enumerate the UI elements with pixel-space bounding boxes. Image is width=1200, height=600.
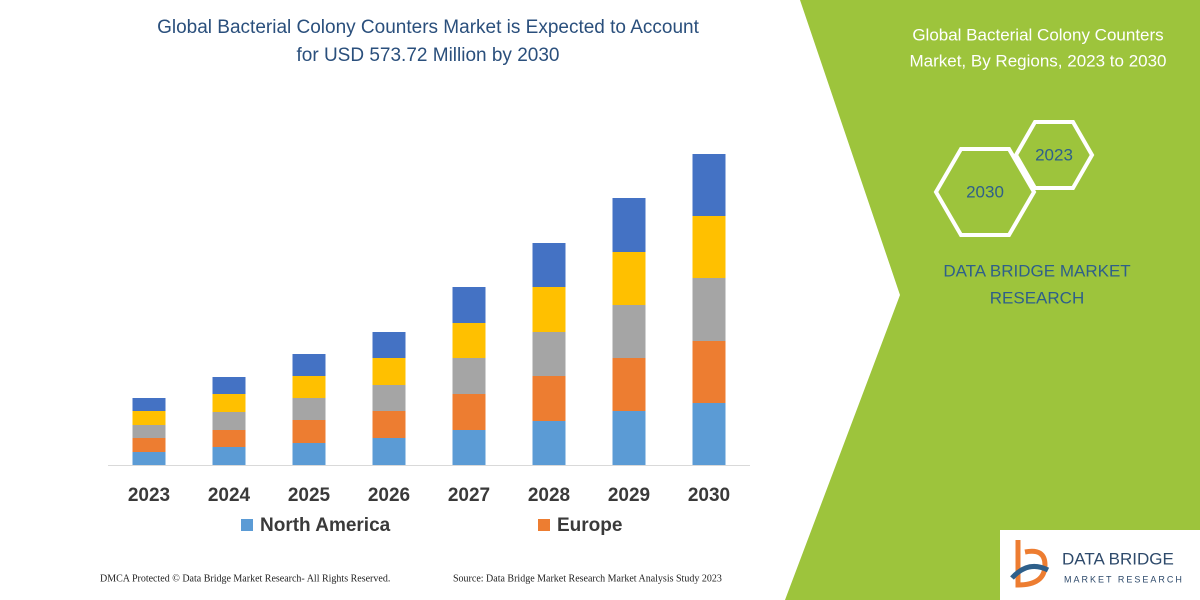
bar-segment xyxy=(372,438,406,465)
bar-segment xyxy=(372,358,406,385)
bar-segment xyxy=(452,358,486,394)
logo-mark xyxy=(1015,540,1048,588)
x-tick-label: 2023 xyxy=(128,485,170,506)
panel-title: Global Bacterial Colony Counters xyxy=(912,25,1163,44)
bar-segment xyxy=(132,452,166,465)
bar-segment xyxy=(452,323,486,358)
panel-title: Market, By Regions, 2023 to 2030 xyxy=(909,51,1166,70)
bar-segment xyxy=(532,243,566,287)
panel-brand: RESEARCH xyxy=(990,288,1084,307)
bar-segment xyxy=(692,403,726,465)
bar-segment xyxy=(692,154,726,216)
bar-segment xyxy=(212,430,246,447)
legend-swatch xyxy=(538,519,550,531)
bar-segment xyxy=(452,287,486,323)
bar-segment xyxy=(452,430,486,465)
hexagon-label: 2030 xyxy=(966,182,1004,201)
bar-segment xyxy=(132,438,166,452)
legend-swatch xyxy=(241,519,253,531)
bar-segment xyxy=(132,411,166,425)
logo-name: DATA BRIDGE xyxy=(1062,549,1174,568)
bar-segment xyxy=(532,287,566,332)
panel-brand: DATA BRIDGE MARKET xyxy=(943,261,1130,280)
hexagon xyxy=(933,147,1037,237)
bar-segment xyxy=(692,216,726,278)
bar-segment xyxy=(612,358,646,411)
x-tick-label: 2026 xyxy=(368,485,410,506)
bar-segment xyxy=(292,376,326,398)
source: Source: Data Bridge Market Research Mark… xyxy=(453,573,722,584)
side-panel xyxy=(785,0,1200,600)
bar-segment xyxy=(212,394,246,412)
x-tick-label: 2029 xyxy=(608,485,650,506)
x-tick-label: 2027 xyxy=(448,485,490,506)
bar-segment xyxy=(292,398,326,420)
bar-segment xyxy=(372,332,406,358)
logo-mark xyxy=(1010,563,1050,580)
bar-segment xyxy=(292,420,326,443)
hexagon xyxy=(1013,120,1095,190)
bar-segment xyxy=(212,412,246,430)
legend-label: North America xyxy=(260,515,391,536)
bar-segment xyxy=(532,332,566,376)
bar-segment xyxy=(212,447,246,465)
bar-segment xyxy=(452,394,486,430)
bar-segment xyxy=(612,305,646,358)
bar-segment xyxy=(372,385,406,411)
bar-segment xyxy=(612,252,646,305)
x-tick-label: 2025 xyxy=(288,485,331,506)
bar-segment xyxy=(132,425,166,438)
bar-segment xyxy=(532,376,566,421)
x-tick-label: 2028 xyxy=(528,485,570,506)
copyright: DMCA Protected © Data Bridge Market Rese… xyxy=(100,573,390,584)
bar-segment xyxy=(692,341,726,403)
bar-segment xyxy=(212,377,246,394)
bar-segment xyxy=(292,443,326,465)
bar-segment xyxy=(532,421,566,465)
chart-title: for USD 573.72 Million by 2030 xyxy=(297,45,560,66)
bar-segment xyxy=(612,198,646,252)
bar-segment xyxy=(132,398,166,411)
x-tick-label: 2024 xyxy=(208,485,251,506)
x-tick-label: 2030 xyxy=(688,485,730,506)
legend-label: Europe xyxy=(557,515,622,536)
chart-title: Global Bacterial Colony Counters Market … xyxy=(157,17,699,38)
bar-segment xyxy=(372,411,406,438)
logo-tagline: MARKET RESEARCH xyxy=(1064,574,1184,584)
bar-segment xyxy=(692,278,726,341)
bar-segment xyxy=(292,354,326,376)
bar-segment xyxy=(612,411,646,465)
hexagon-label: 2023 xyxy=(1035,145,1073,164)
